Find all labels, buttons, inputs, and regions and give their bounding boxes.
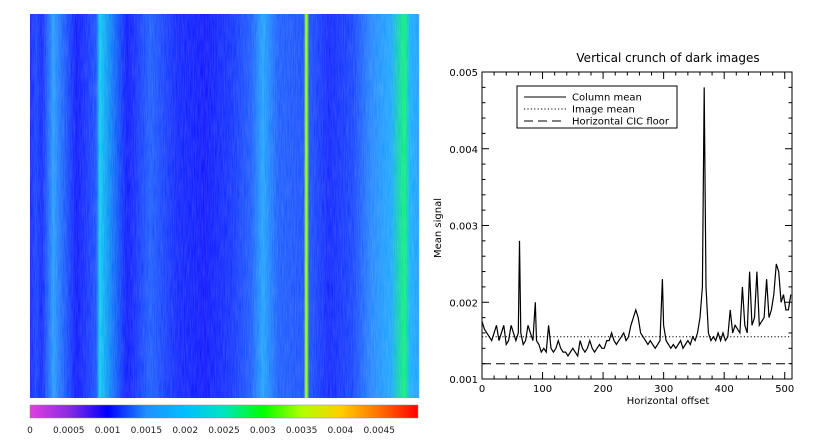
- colorbar-tick-label: 0.003: [250, 426, 276, 436]
- colorbar-tick-label: 0: [27, 426, 33, 436]
- x-tick-label: 300: [654, 384, 673, 395]
- x-tick-label: 200: [594, 384, 613, 395]
- colorbar-tick-label: 0.0035: [286, 426, 318, 436]
- colorbar-tick-label: 0.001: [95, 426, 121, 436]
- dark-image-svg: 0 0.0005 0.001 0.0015 0.002 0.0025 0.003 0.0035…: [27, 14, 420, 436]
- colorbar-tick-label: 0.0045: [363, 426, 395, 436]
- plot-area: [481, 87, 792, 365]
- plot-title: Vertical crunch of dark images: [576, 51, 759, 65]
- colorbar-tick-labels: 0 0.0005 0.001 0.0015 0.002 0.0025 0.003 0.0035…: [27, 426, 395, 436]
- legend-label: Column mean: [572, 93, 642, 104]
- y-tick-label: 0.002: [449, 298, 478, 309]
- series-column-mean: [481, 87, 792, 358]
- x-axis-label: Horizontal offset: [627, 396, 710, 407]
- x-tick-label: 0: [479, 384, 485, 395]
- dark-image-panel: 0 0.0005 0.001 0.0015 0.002 0.0025 0.003 0.0035…: [27, 14, 420, 436]
- y-axis-label: Mean signal: [433, 198, 444, 258]
- line-plot-panel: Vertical crunch of dark images 0 100 200 30…: [430, 0, 822, 442]
- hot-column-stripe: [417, 14, 420, 398]
- legend-label: Image mean: [572, 105, 635, 116]
- x-tick-label: 500: [775, 384, 794, 395]
- y-tick-label: 0.004: [449, 145, 478, 156]
- x-tick-label: 400: [715, 384, 734, 395]
- x-tick-label: 100: [533, 384, 552, 395]
- y-tick-label: 0.003: [449, 222, 478, 233]
- image-noise: [30, 14, 418, 398]
- y-tick-label: 0.001: [449, 375, 478, 386]
- y-tick-label: 0.005: [449, 68, 478, 79]
- colorbar: [29, 404, 419, 419]
- colorbar-tick-label: 0.004: [328, 426, 354, 436]
- axes: 0 100 200 300 400 500 0.001 0.002 0.003 0.004 0.00…: [449, 68, 794, 395]
- colorbar-tick-label: 0.0015: [131, 426, 163, 436]
- line-plot-svg: Vertical crunch of dark images 0 100 200 30…: [433, 51, 794, 407]
- colorbar-tick-label: 0.0005: [53, 426, 85, 436]
- colorbar-tick-label: 0.0025: [208, 426, 240, 436]
- colorbar-tick-label: 0.002: [172, 426, 198, 436]
- legend-label: Horizontal CIC floor: [572, 117, 670, 128]
